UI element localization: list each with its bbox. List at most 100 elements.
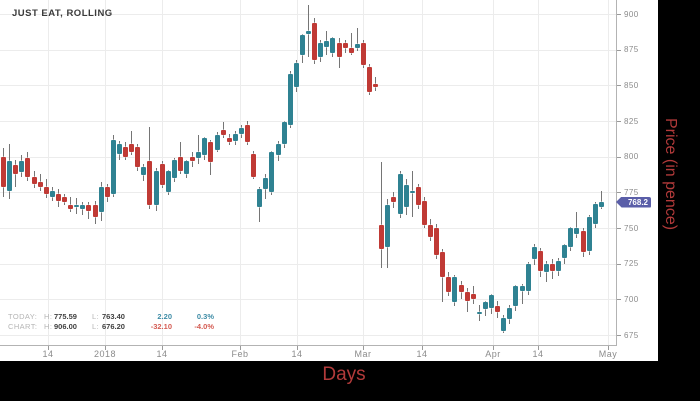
candle-down[interactable] (129, 143, 135, 153)
candle-down[interactable] (428, 225, 433, 237)
candle-down[interactable] (348, 48, 354, 53)
candle-down[interactable] (104, 186, 110, 197)
candle-down[interactable] (135, 146, 141, 167)
candle-down[interactable] (37, 182, 43, 187)
candle-down[interactable] (373, 83, 379, 87)
candle-down[interactable] (464, 292, 470, 301)
candle-down[interactable] (226, 138, 232, 143)
candle-down[interactable] (159, 163, 165, 186)
candle-down[interactable] (495, 306, 501, 313)
candle-up[interactable] (543, 263, 549, 273)
candle-up[interactable] (562, 245, 568, 258)
candle-up[interactable] (519, 286, 525, 291)
candle-up[interactable] (293, 62, 299, 87)
candle-down[interactable] (208, 142, 214, 163)
candle-up[interactable] (257, 189, 263, 207)
candle-up[interactable] (299, 35, 305, 56)
candle-up[interactable] (489, 295, 494, 308)
candle-up[interactable] (586, 216, 592, 251)
candle-down[interactable] (470, 293, 476, 300)
candle-down[interactable] (446, 276, 452, 293)
candle-down[interactable] (1, 156, 6, 187)
candle-down[interactable] (434, 228, 440, 256)
candle-up[interactable] (80, 205, 86, 210)
candle-up[interactable] (269, 152, 275, 193)
candle-up[interactable] (287, 73, 293, 126)
candle-up[interactable] (19, 160, 25, 173)
candle-up[interactable] (531, 246, 537, 260)
candle-down[interactable] (68, 205, 74, 210)
candle-up[interactable] (110, 139, 116, 194)
candle-up[interactable] (263, 178, 269, 190)
candlestick-plot[interactable]: 675 700 725 750 775 800 825 850 875 900 14 2018 14 Fe… (0, 0, 658, 361)
candle-up[interactable] (7, 160, 13, 191)
candle-up[interactable] (354, 43, 360, 49)
candle-up[interactable] (141, 166, 147, 176)
candle-down[interactable] (440, 252, 446, 277)
candle-up[interactable] (574, 228, 580, 234)
candle-down[interactable] (220, 129, 226, 136)
candle-up[interactable] (330, 38, 336, 53)
candle-up[interactable] (171, 159, 177, 179)
candle-up[interactable] (49, 190, 55, 197)
candle-up[interactable] (598, 202, 604, 207)
candle-up[interactable] (397, 173, 403, 214)
candle-up[interactable] (513, 286, 519, 307)
candle-down[interactable] (86, 205, 92, 211)
candle-down[interactable] (550, 263, 555, 271)
candle-down[interactable] (25, 158, 31, 177)
candle-down[interactable] (360, 42, 366, 66)
candle-down[interactable] (537, 250, 543, 271)
candle-up[interactable] (525, 263, 531, 291)
candle-up[interactable] (165, 170, 171, 193)
candle-down[interactable] (123, 146, 128, 157)
candle-up[interactable] (482, 302, 488, 310)
candle-up[interactable] (306, 31, 311, 34)
candle-down[interactable] (190, 156, 196, 161)
candle-up[interactable] (153, 170, 159, 206)
candle-down[interactable] (379, 225, 385, 250)
candle-up[interactable] (592, 203, 598, 224)
candle-down[interactable] (177, 156, 183, 171)
candle-down[interactable] (62, 196, 67, 203)
candle-up[interactable] (202, 138, 208, 156)
candle-up[interactable] (403, 185, 409, 207)
candle-down[interactable] (415, 186, 421, 206)
candle-up[interactable] (507, 307, 513, 320)
candle-down[interactable] (312, 22, 318, 60)
candle-up[interactable] (116, 143, 122, 154)
candle-up[interactable] (74, 205, 80, 208)
candle-up[interactable] (281, 122, 287, 144)
candle-down[interactable] (92, 205, 98, 217)
candle-up[interactable] (232, 133, 238, 141)
candle-down[interactable] (421, 200, 427, 226)
candle-up[interactable] (385, 205, 391, 247)
candle-down[interactable] (251, 153, 257, 177)
candle-up[interactable] (476, 312, 482, 315)
candle-down[interactable] (245, 125, 250, 143)
candle-up[interactable] (324, 41, 330, 47)
candle-up[interactable] (98, 186, 104, 213)
candle-up[interactable] (501, 317, 507, 331)
candle-up[interactable] (214, 135, 220, 150)
candle-up[interactable] (452, 276, 458, 303)
candle-down[interactable] (367, 66, 372, 93)
candle-down[interactable] (342, 42, 348, 49)
candle-down[interactable] (13, 165, 19, 174)
candle-down[interactable] (55, 193, 61, 201)
candle-down[interactable] (391, 196, 397, 203)
candle-up[interactable] (556, 260, 562, 271)
candle-down[interactable] (147, 160, 153, 206)
candle-down[interactable] (580, 230, 586, 253)
candle-up[interactable] (238, 128, 244, 134)
candle-up[interactable] (184, 160, 189, 174)
candle-up[interactable] (275, 143, 281, 156)
candle-up[interactable] (196, 152, 202, 159)
candle-down[interactable] (336, 42, 342, 57)
candle-up[interactable] (318, 42, 324, 57)
candle-down[interactable] (43, 186, 49, 194)
candle-up[interactable] (568, 228, 574, 247)
candle-up[interactable] (409, 190, 415, 193)
candle-down[interactable] (458, 285, 464, 293)
candle-down[interactable] (31, 176, 37, 184)
